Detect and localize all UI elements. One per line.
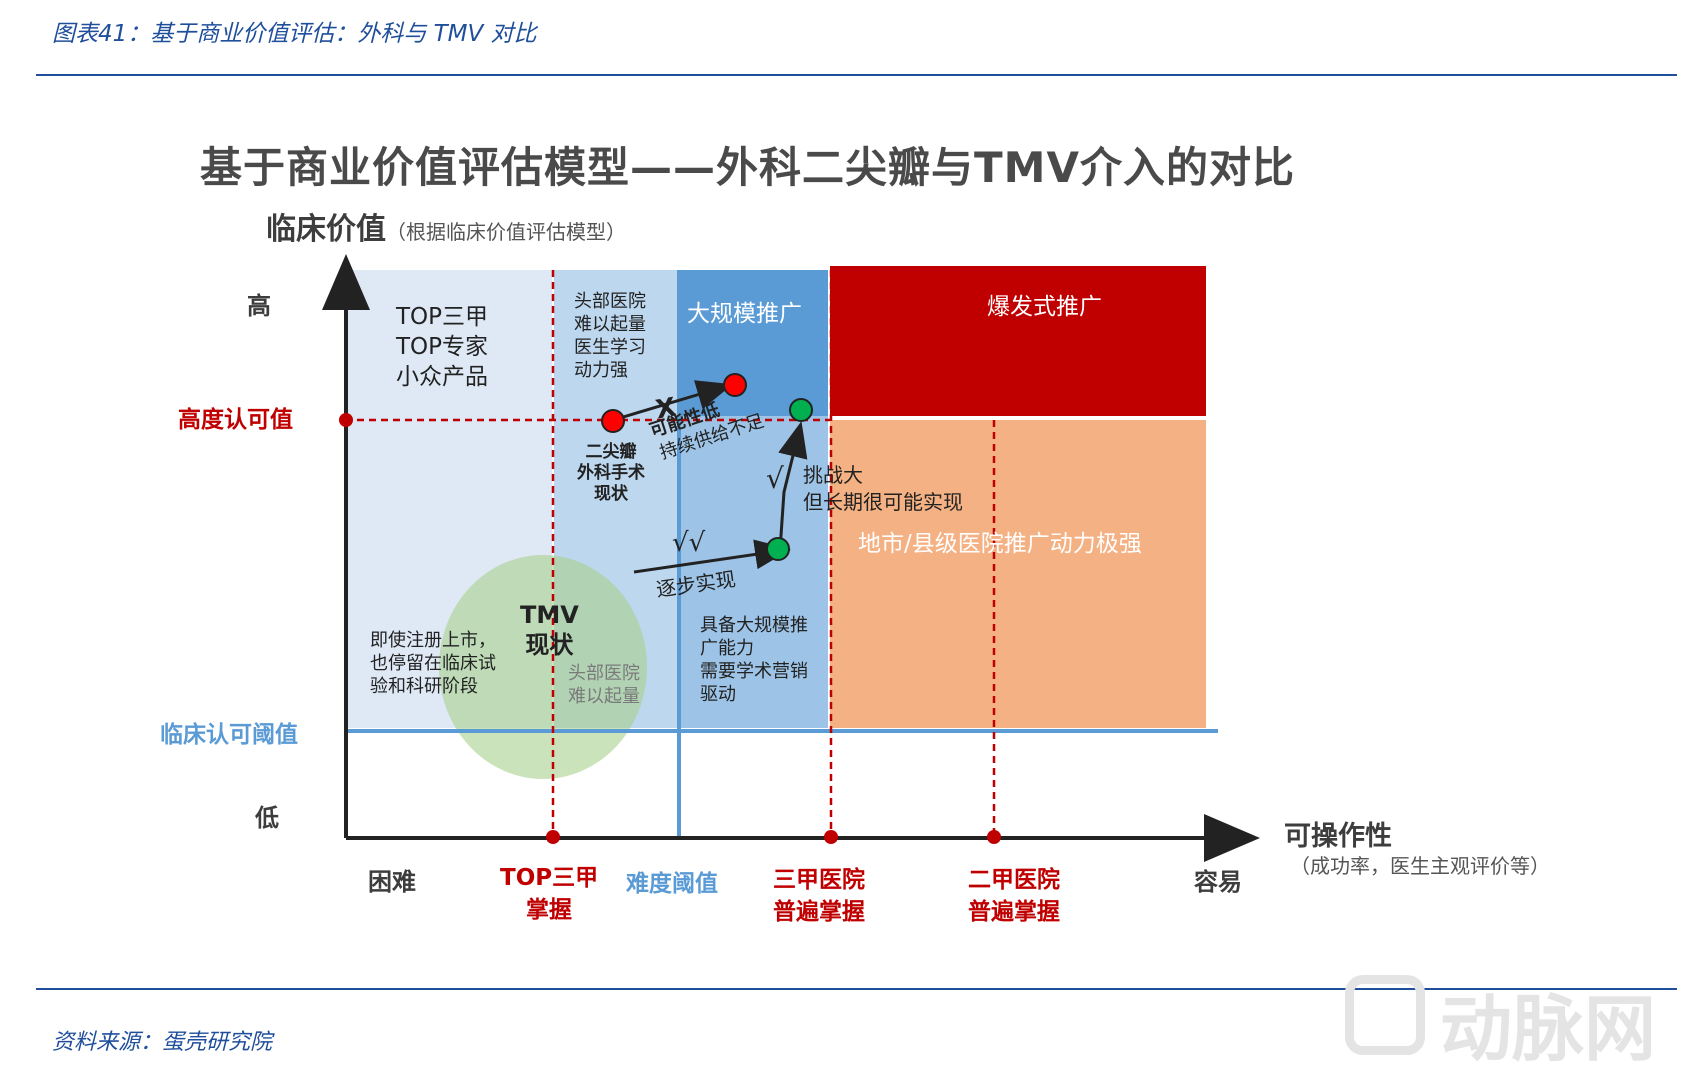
y-axis-subtitle: （根据临床价值评估模型）	[386, 220, 626, 244]
tmv-target-marker	[789, 398, 813, 422]
y-label-threshold: 临床认可阈值	[160, 722, 298, 748]
x-axis-subtitle: （成功率，医生主观评价等）	[1290, 854, 1550, 878]
x-label-tier2-line1: 二甲医院	[968, 867, 1060, 893]
watermark-text: 动脉网	[1440, 987, 1657, 1071]
region-top-tier-line2: TOP专家	[396, 334, 489, 360]
y-label-low: 低	[255, 804, 279, 832]
x-marker-top-tier	[546, 830, 560, 844]
x-label-tier3-line1: 三甲医院	[773, 867, 865, 893]
x-label-hard: 困难	[368, 868, 416, 896]
region-capability-label: 具备大规模推 广能力 需要学术营销 驱动	[700, 614, 808, 706]
x-label-threshold: 难度阈值	[626, 871, 718, 897]
region-large-scale-label: 大规模推广	[687, 301, 802, 327]
surgery-target-marker	[723, 373, 747, 397]
diagram-title: 基于商业价值评估模型——外科二尖瓣与TMV介入的对比	[200, 143, 1295, 192]
tmv-status-label: TMV 现状	[520, 600, 579, 660]
top-rule	[36, 74, 1677, 76]
surgery-status-label: 二尖瓣 外科手术 现状	[577, 442, 645, 505]
region-head-hospital-line3: 医生学习	[574, 337, 646, 358]
x-label-tier2: 二甲医院 普遍掌握	[968, 864, 1060, 928]
region-head-hospital-bottom-line2: 难以起量	[568, 686, 640, 707]
region-top-tier-line1: TOP三甲	[396, 304, 489, 330]
source-note: 资料来源：蛋壳研究院	[52, 1030, 273, 1055]
figure-caption: 图表41：基于商业价值评估：外科与 TMV 对比	[52, 21, 537, 47]
surgery-current-marker	[601, 409, 625, 433]
region-head-hospital-bottom-label: 头部医院 难以起量	[568, 662, 640, 708]
tmv-status-line2: 现状	[525, 631, 574, 659]
arrow-surgery	[612, 380, 733, 422]
x-marker-tier2	[987, 830, 1001, 844]
region-top-tier-line3: 小众产品	[396, 364, 488, 390]
check-double: √√	[672, 528, 706, 558]
region-county	[830, 420, 1206, 728]
tmv-mid-marker	[766, 537, 790, 561]
challenge-label: 挑战大 但长期很可能实现	[803, 462, 963, 516]
region-explosive-label: 爆发式推广	[987, 294, 1102, 320]
y-label-high: 高	[247, 292, 271, 320]
challenge-line1: 挑战大	[803, 463, 863, 487]
region-head-hospital-bottom-line1: 头部医院	[568, 663, 640, 684]
y-label-recognized: 高度认可值	[178, 407, 293, 433]
region-still-trial-line1: 即使注册上市，	[370, 630, 496, 651]
region-capability-line4: 驱动	[700, 684, 736, 705]
x-label-top-tier-line1: TOP三甲	[500, 865, 599, 891]
region-capability	[678, 416, 828, 728]
challenge-line2: 但长期很可能实现	[803, 490, 963, 514]
y-recognized-marker	[339, 413, 353, 427]
arrow-gradual	[633, 539, 791, 574]
y-axis-title: 临床价值（根据临床价值评估模型）	[266, 204, 626, 248]
x-label-tier3: 三甲医院 普遍掌握	[773, 864, 865, 928]
region-county-label: 地市/县级医院推广动力极强	[858, 531, 1142, 557]
x-label-top-tier: TOP三甲 掌握	[500, 862, 598, 926]
x-label-tier2-line2: 普遍掌握	[968, 899, 1060, 925]
region-capability-line3: 需要学术营销	[700, 661, 808, 682]
tmv-status-line1: TMV	[520, 601, 579, 629]
region-still-trial-line3: 验和科研阶段	[370, 676, 478, 697]
x-marker-tier3	[824, 830, 838, 844]
x-label-easy: 容易	[1194, 868, 1242, 896]
surgery-status-line1: 二尖瓣	[585, 442, 637, 462]
surgery-status-line2: 外科手术	[577, 463, 645, 483]
check-single: √	[766, 462, 784, 495]
region-head-hospital-line2: 难以起量	[574, 314, 646, 335]
arrow-challenge	[778, 421, 808, 551]
y-axis-title-text: 临床价值	[266, 212, 386, 247]
region-head-hospital-line4: 动力强	[574, 360, 628, 381]
region-capability-line2: 广能力	[700, 638, 754, 659]
region-top-tier-label: TOP三甲 TOP专家 小众产品	[396, 302, 488, 392]
watermark-logo-icon	[1345, 975, 1425, 1055]
x-axis-title: 可操作性	[1284, 821, 1392, 852]
x-label-tier3-line2: 普遍掌握	[773, 899, 865, 925]
bottom-rule	[36, 988, 1677, 990]
region-explosive	[830, 266, 1206, 416]
region-capability-line1: 具备大规模推	[700, 615, 808, 636]
region-still-trial-label: 即使注册上市， 也停留在临床试 验和科研阶段	[370, 629, 496, 698]
region-head-hospital-label: 头部医院 难以起量 医生学习 动力强	[574, 290, 646, 382]
region-head-hospital-line1: 头部医院	[574, 291, 646, 312]
x-label-top-tier-line2: 掌握	[526, 897, 573, 923]
surgery-status-line3: 现状	[594, 484, 628, 504]
tmv-ellipse	[439, 555, 647, 779]
region-still-trial-line2: 也停留在临床试	[370, 653, 496, 674]
